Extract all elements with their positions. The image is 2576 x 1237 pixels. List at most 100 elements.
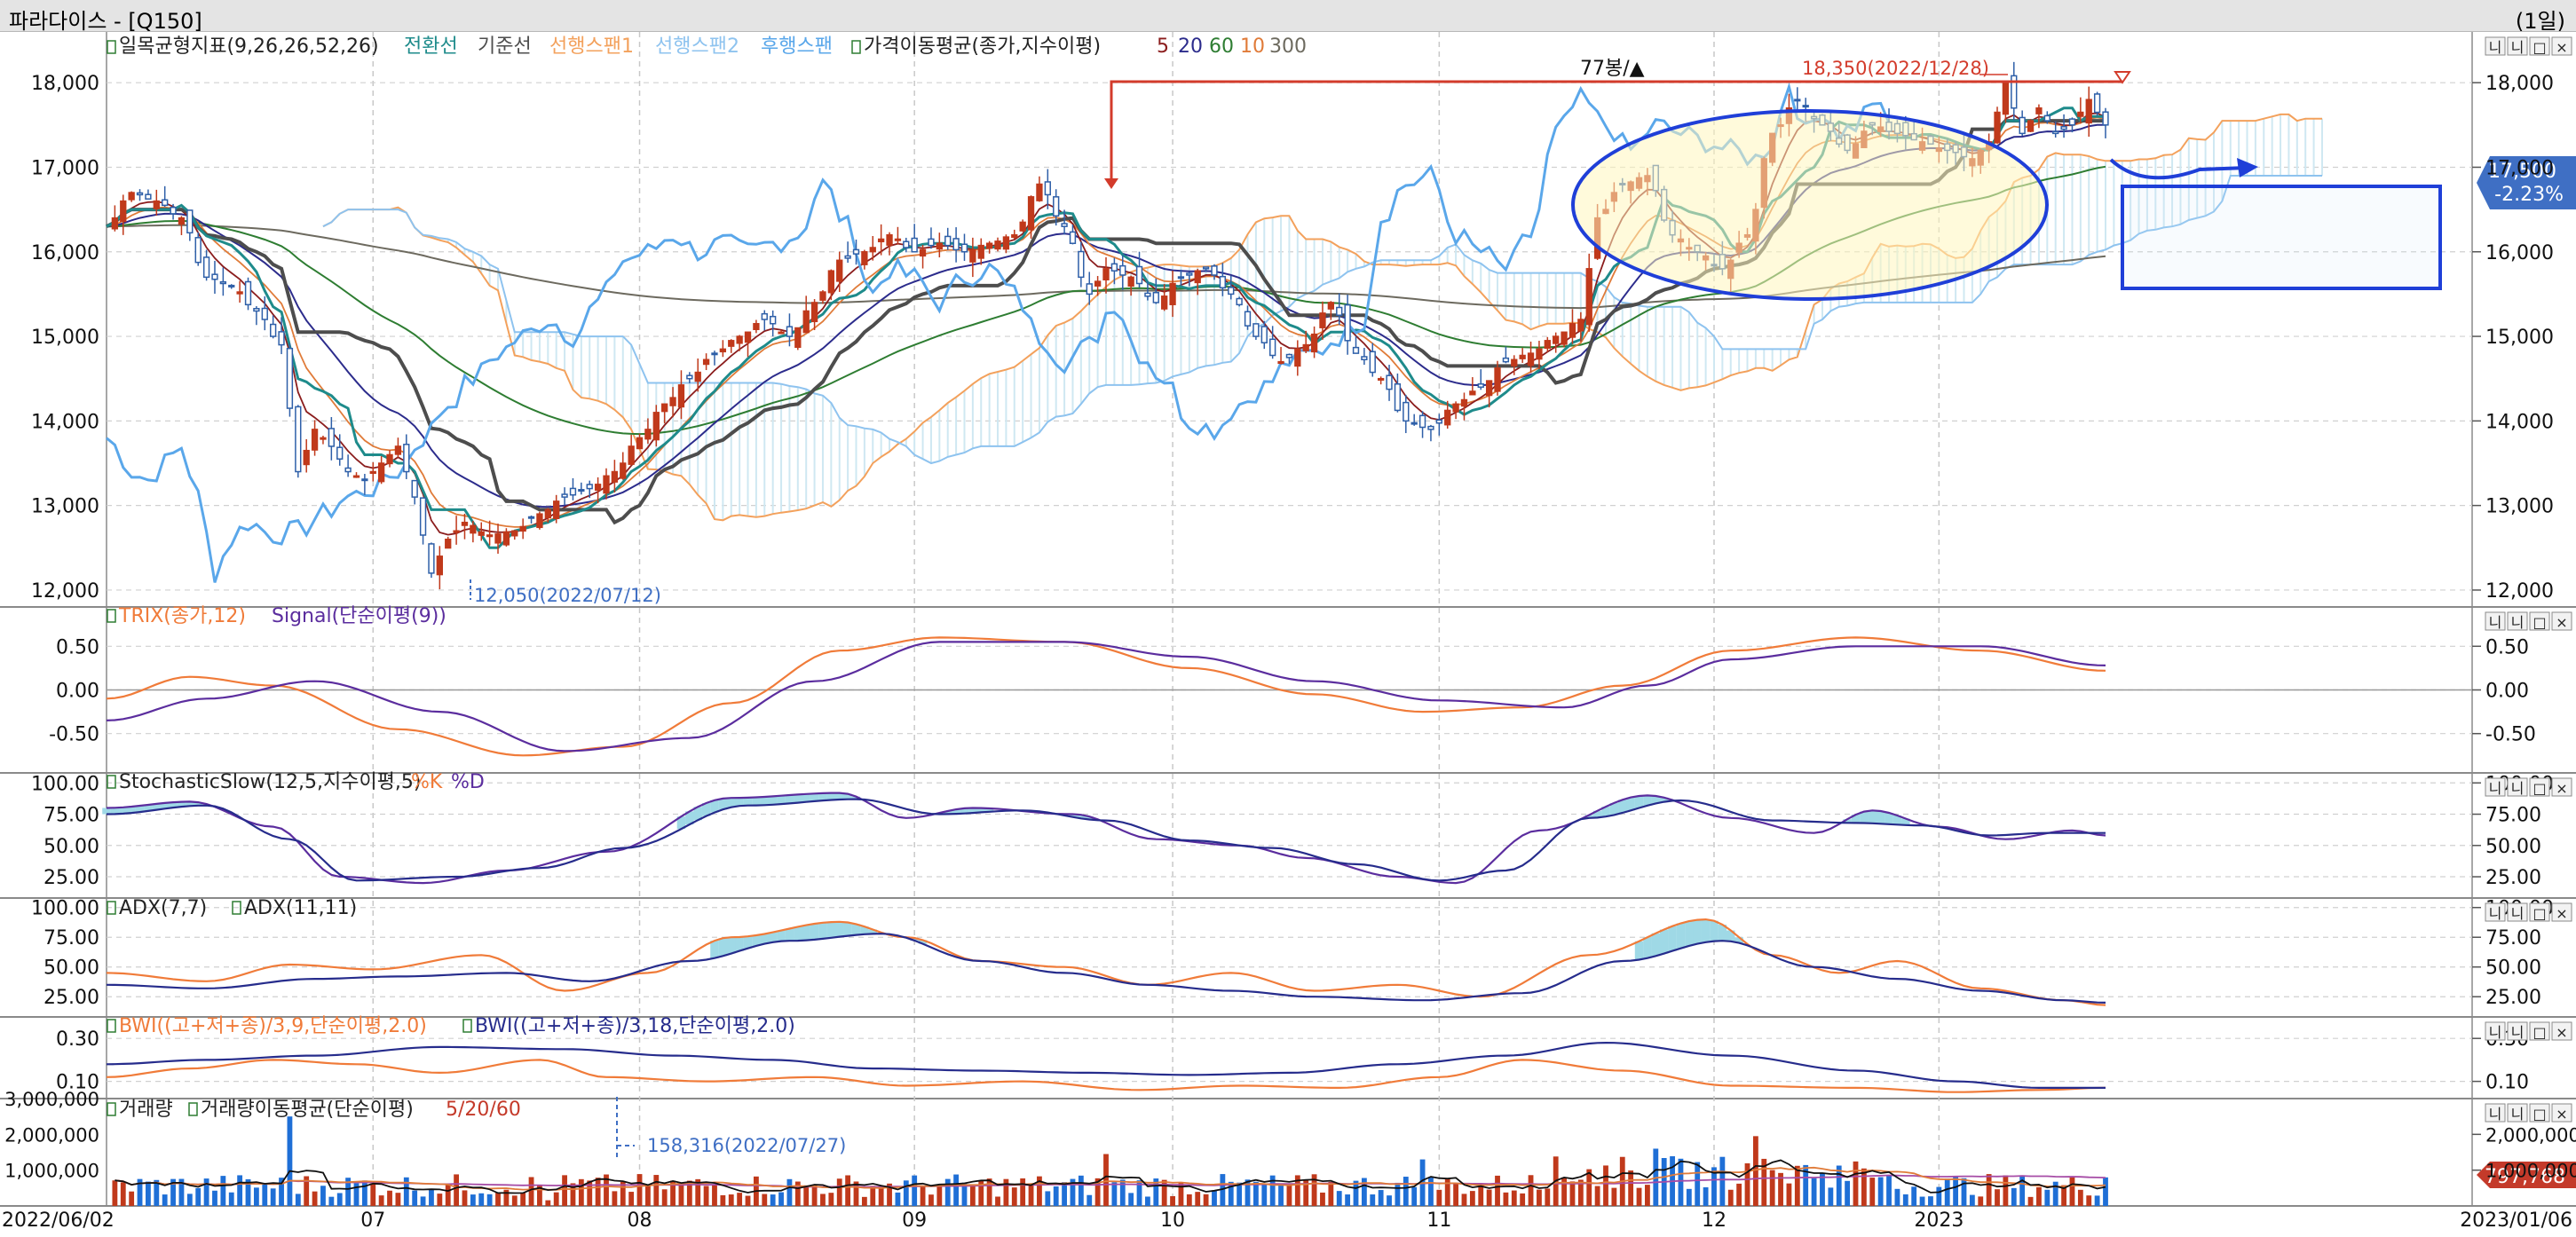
candle-up [352,475,360,478]
peak-arrow-line [1110,80,2122,181]
restore-icon[interactable]: 니 [2507,1103,2528,1123]
minimize-icon[interactable]: 니 [2485,1021,2506,1041]
restore-icon[interactable]: 니 [2507,777,2528,797]
volume-bar [1070,1178,1076,1206]
candle-down [952,238,960,251]
volume-bar [703,1186,709,1206]
panel-buttons[interactable]: 니 니 □ ×니 니 □ ×니 니 □ ×니 니 □ ×니 니 □ ×니 니 □ × [2485,36,2572,1123]
volume-annotation: 158,316(2022/07/27) [616,1097,846,1157]
minimize-icon[interactable]: 니 [2485,611,2506,631]
legend-ma: 가격이동평균(종가,지수이평) [864,35,1101,58]
volume-bar [1853,1161,1859,1206]
%k-line-a [106,792,2106,885]
candle-up [236,291,243,295]
restore-icon[interactable]: 니 [2507,36,2528,56]
maximize-icon[interactable]: □ [2529,777,2550,797]
volume-bar [478,1193,485,1206]
maximize-icon[interactable]: □ [2529,36,2550,56]
candle-up [1327,302,1335,310]
x-axis-label: 2023/01/06 [2460,1209,2572,1232]
maximize-icon-box [2529,1021,2550,1041]
candle-up [977,244,984,259]
current-price: 17,500 [2488,161,2556,183]
maximize-icon-glyph: □ [2533,39,2546,56]
y-axis-label-right: 12,000 [2485,580,2554,603]
restore-icon[interactable]: 니 [2507,902,2528,922]
volume-bar [1328,1181,1334,1206]
legend-checkbox-icon[interactable] [107,901,116,915]
volume-bar [1645,1185,1650,1206]
volume-bar [1836,1165,1842,1206]
candle-up [2035,107,2043,114]
candle-down [761,312,768,320]
legend-checkbox-icon[interactable] [462,1019,472,1033]
volume-bar [1978,1196,1984,1206]
legend-checkbox-icon[interactable] [107,40,116,54]
maximize-icon[interactable]: □ [2529,1103,2550,1123]
volume-bar [986,1178,992,1206]
legend-checkbox-icon[interactable] [107,1019,116,1033]
bwi-line-b [106,1041,2106,1089]
candle-down [1435,419,1442,424]
maximize-icon[interactable]: □ [2529,1021,2550,1041]
minimize-icon[interactable]: 니 [2485,777,2506,797]
y-axis-label-right: 50.00 [2485,836,2541,858]
close-icon[interactable]: × [2551,902,2572,922]
volume-bar [794,1181,801,1206]
maximize-icon[interactable]: □ [2529,902,2550,922]
legend-checkbox-icon[interactable] [232,901,241,915]
restore-icon[interactable]: 니 [2507,611,2528,631]
minimize-icon[interactable]: 니 [2485,902,2506,922]
candle-up [877,238,885,243]
volume-ma5-line [115,1159,2106,1194]
volume-bar [1769,1170,1775,1206]
candle-up [1569,323,1576,338]
minimize-icon[interactable]: 니 [2485,1103,2506,1123]
legend-checkbox-icon[interactable] [107,1102,116,1116]
volume-bar [1161,1179,1167,1206]
legend-checkbox-icon[interactable] [851,40,861,54]
y-axis-label-right: 1,000,000 [2485,1161,2576,1182]
maximize-icon-box [2529,611,2550,631]
volume-bar [1995,1189,2000,1206]
legend-checkbox-icon[interactable] [188,1102,198,1116]
legend-checkbox-icon[interactable] [107,609,116,623]
candle-down [1244,311,1252,327]
volume-bar [1537,1189,1542,1206]
volume-bar [1136,1180,1142,1206]
candle-up [628,445,635,465]
candle-up [1469,390,1476,396]
volume-bar [928,1194,934,1206]
maximize-icon[interactable]: □ [2529,611,2550,631]
adx-legend: ADX(7,7) ADX(11,11) [107,897,357,919]
legend-checkbox-icon[interactable] [107,775,116,789]
volume-bar [1752,1136,1758,1206]
candle-up [1519,354,1526,359]
candle-down [1403,401,1410,422]
close-icon[interactable]: × [2551,1103,2572,1123]
volume-bar [420,1196,426,1206]
volume-bar [587,1180,593,1206]
candle-down [1078,250,1085,279]
restore-icon-box [2507,777,2528,797]
candle-down [2068,118,2076,126]
period-label[interactable]: (1일) [2515,9,2565,34]
candle-up [320,437,327,440]
stock-chart[interactable]: 일목균형지표(9,26,26,52,26) 전환선 기준선 선행스팬1 선행스팬… [0,32,2576,1237]
candle-up [1011,233,1018,239]
close-icon-box [2551,777,2572,797]
close-icon[interactable]: × [2551,777,2572,797]
restore-icon[interactable]: 니 [2507,1021,2528,1041]
candle-down [2093,93,2101,114]
candle-down [1228,287,1235,295]
close-icon[interactable]: × [2551,36,2572,56]
candle-down [1386,374,1393,390]
volume-bar [1453,1183,1459,1206]
maximize-icon-box [2529,902,2550,922]
volume-bar [1486,1189,1492,1206]
close-icon[interactable]: × [2551,611,2572,631]
trix-signal-label: Signal(단순이평(9)) [272,605,446,627]
close-icon[interactable]: × [2551,1021,2572,1041]
minimize-icon[interactable]: 니 [2485,36,2506,56]
candle-up [303,449,310,466]
